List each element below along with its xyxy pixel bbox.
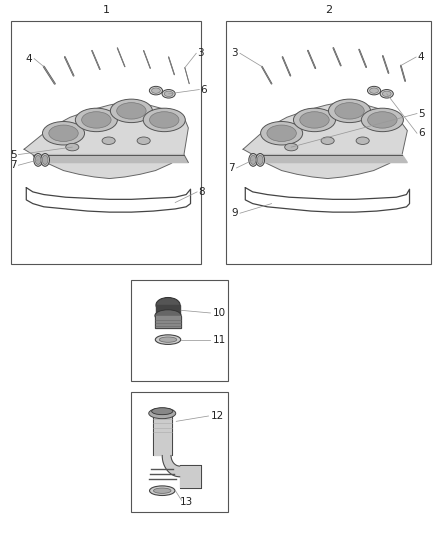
Text: 13: 13 xyxy=(180,497,193,507)
Text: 3: 3 xyxy=(232,49,238,58)
Text: 7: 7 xyxy=(228,163,235,173)
Text: 5: 5 xyxy=(10,150,17,159)
Ellipse shape xyxy=(370,88,378,93)
Bar xyxy=(131,392,228,512)
Ellipse shape xyxy=(155,310,181,321)
Bar xyxy=(11,21,201,264)
Text: 7: 7 xyxy=(10,160,17,170)
Ellipse shape xyxy=(267,125,297,141)
Ellipse shape xyxy=(42,156,48,165)
Ellipse shape xyxy=(367,112,397,128)
Text: 8: 8 xyxy=(198,187,205,197)
Ellipse shape xyxy=(152,408,173,415)
Ellipse shape xyxy=(41,154,49,166)
Bar xyxy=(131,280,228,381)
Text: 6: 6 xyxy=(418,128,424,138)
Ellipse shape xyxy=(102,137,115,144)
Ellipse shape xyxy=(382,91,391,96)
Ellipse shape xyxy=(162,90,175,98)
Polygon shape xyxy=(155,316,181,328)
Text: 9: 9 xyxy=(232,208,238,218)
Polygon shape xyxy=(253,155,407,163)
Ellipse shape xyxy=(300,112,329,128)
Ellipse shape xyxy=(143,108,185,132)
Ellipse shape xyxy=(256,154,265,166)
Text: 4: 4 xyxy=(417,52,424,62)
Ellipse shape xyxy=(117,103,146,119)
Polygon shape xyxy=(24,101,188,179)
Text: 5: 5 xyxy=(418,109,424,118)
Ellipse shape xyxy=(335,103,364,119)
Text: 6: 6 xyxy=(200,85,207,94)
Bar xyxy=(226,21,431,264)
Ellipse shape xyxy=(137,137,150,144)
Ellipse shape xyxy=(249,154,258,166)
Ellipse shape xyxy=(285,143,298,151)
Text: 3: 3 xyxy=(197,49,204,58)
Ellipse shape xyxy=(164,91,173,96)
Ellipse shape xyxy=(149,86,162,95)
Polygon shape xyxy=(33,155,188,163)
Text: 1: 1 xyxy=(103,5,110,15)
Ellipse shape xyxy=(367,86,381,95)
Text: 10: 10 xyxy=(212,308,226,318)
Ellipse shape xyxy=(35,156,41,165)
Polygon shape xyxy=(162,455,180,477)
Ellipse shape xyxy=(257,156,263,165)
Ellipse shape xyxy=(293,108,336,132)
Polygon shape xyxy=(180,465,201,488)
Ellipse shape xyxy=(159,337,177,342)
Ellipse shape xyxy=(149,408,176,419)
Ellipse shape xyxy=(261,122,303,145)
Text: 12: 12 xyxy=(210,411,224,421)
Text: 4: 4 xyxy=(26,54,32,63)
Ellipse shape xyxy=(380,90,393,98)
Text: 11: 11 xyxy=(212,335,226,345)
Ellipse shape xyxy=(149,112,179,128)
Ellipse shape xyxy=(66,143,79,151)
Ellipse shape xyxy=(328,99,371,123)
Ellipse shape xyxy=(49,125,78,141)
Ellipse shape xyxy=(149,486,175,496)
Ellipse shape xyxy=(81,112,111,128)
Ellipse shape xyxy=(361,108,403,132)
Text: 2: 2 xyxy=(325,5,332,15)
Ellipse shape xyxy=(155,335,181,344)
Ellipse shape xyxy=(156,297,180,312)
Ellipse shape xyxy=(152,88,160,93)
Polygon shape xyxy=(243,101,407,179)
Ellipse shape xyxy=(250,156,256,165)
Ellipse shape xyxy=(356,137,369,144)
Ellipse shape xyxy=(153,488,171,494)
Ellipse shape xyxy=(321,137,334,144)
Polygon shape xyxy=(152,414,172,455)
Ellipse shape xyxy=(42,122,85,145)
Polygon shape xyxy=(156,305,180,316)
Ellipse shape xyxy=(34,154,42,166)
Ellipse shape xyxy=(75,108,117,132)
Ellipse shape xyxy=(110,99,152,123)
